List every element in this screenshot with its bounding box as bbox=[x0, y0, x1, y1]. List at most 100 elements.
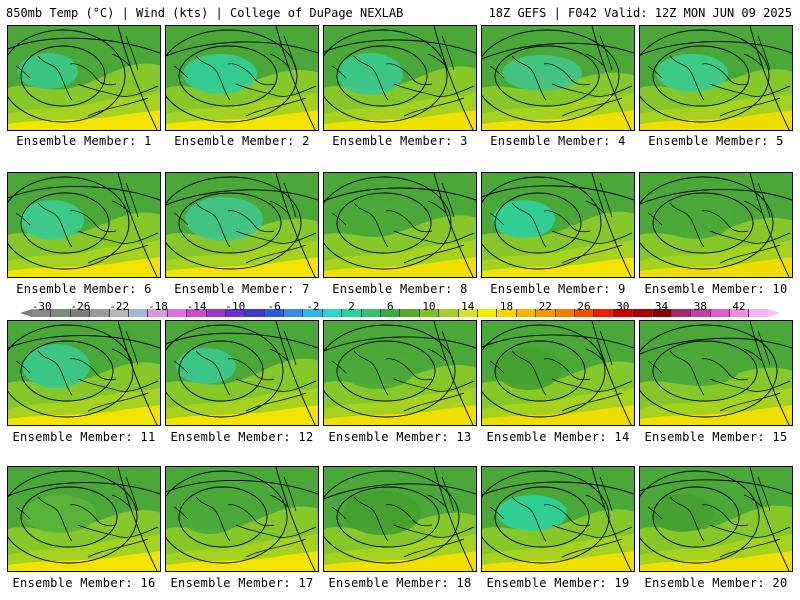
ensemble-panel-4 bbox=[481, 25, 635, 131]
colorbar-cell bbox=[516, 309, 537, 317]
colorbar-tick-label: -14 bbox=[186, 300, 207, 313]
temperature-field-map bbox=[482, 321, 634, 425]
colorbar-tick-label: -2 bbox=[306, 300, 320, 313]
colorbar-cell bbox=[652, 309, 672, 317]
temperature-field-map bbox=[8, 467, 160, 571]
ensemble-panel-12 bbox=[165, 320, 319, 426]
ensemble-panel-13 bbox=[323, 320, 477, 426]
ensemble-panel-caption: Ensemble Member: 5 bbox=[648, 134, 784, 148]
ensemble-panel-9 bbox=[481, 172, 635, 278]
temperature-field-map bbox=[324, 26, 476, 130]
ensemble-panel-5 bbox=[639, 25, 793, 131]
colorbar-cell bbox=[613, 309, 634, 317]
colorbar-cell bbox=[419, 309, 440, 317]
colorbar-cell bbox=[303, 309, 323, 317]
colorbar-cell bbox=[322, 309, 343, 317]
temperature-colorbar: -30 -26 -22 -18 -14 -10 -6 -2 2 6 10 14 18 22 26 30 34 38… bbox=[10, 300, 790, 322]
temperature-field-map bbox=[8, 26, 160, 130]
temperature-field-map bbox=[324, 321, 476, 425]
ensemble-panel-caption: Ensemble Member: 3 bbox=[332, 134, 468, 148]
colorbar-cell bbox=[90, 309, 110, 317]
colorbar-strip bbox=[32, 309, 768, 317]
colorbar-cell bbox=[633, 309, 653, 317]
ensemble-panel-caption: Ensemble Member: 14 bbox=[486, 430, 630, 444]
header: 850mb Temp (°C) | Wind (kts) | College o… bbox=[0, 3, 800, 23]
temperature-field-map bbox=[482, 467, 634, 571]
temperature-field-map bbox=[640, 467, 792, 571]
ensemble-panel-caption: Ensemble Member: 6 bbox=[16, 282, 152, 296]
colorbar-cell bbox=[749, 309, 768, 317]
temperature-field-map bbox=[166, 467, 318, 571]
colorbar-cell bbox=[594, 309, 614, 317]
colorbar-tick-label: 34 bbox=[654, 300, 669, 313]
ensemble-panel-20 bbox=[639, 466, 793, 572]
ensemble-panel-caption: Ensemble Member: 11 bbox=[12, 430, 156, 444]
temperature-field-map bbox=[166, 321, 318, 425]
colorbar-tick-label: -26 bbox=[70, 300, 91, 313]
ensemble-panel-16 bbox=[7, 466, 161, 572]
colorbar-tick-label: 10 bbox=[422, 300, 436, 313]
colorbar-cell bbox=[109, 309, 129, 317]
ensemble-panel-6 bbox=[7, 172, 161, 278]
colorbar-cell bbox=[361, 309, 382, 317]
colorbar-cell bbox=[691, 309, 711, 317]
ensemble-panel-caption: Ensemble Member: 7 bbox=[174, 282, 310, 296]
colorbar-cell bbox=[555, 309, 575, 317]
colorbar-cell bbox=[730, 309, 750, 317]
ensemble-panel-caption: Ensemble Member: 17 bbox=[170, 576, 314, 590]
ensemble-panel-caption: Ensemble Member: 15 bbox=[644, 430, 788, 444]
colorbar-tick-label: -22 bbox=[109, 300, 130, 313]
temperature-field-map bbox=[324, 173, 476, 277]
colorbar-cell bbox=[439, 309, 459, 317]
colorbar-cell bbox=[342, 309, 362, 317]
ensemble-panel-caption: Ensemble Member: 9 bbox=[490, 282, 626, 296]
colorbar-tick-label: -30 bbox=[31, 300, 52, 313]
ensemble-panel-caption: Ensemble Member: 20 bbox=[644, 576, 788, 590]
ensemble-panel-19 bbox=[481, 466, 635, 572]
temperature-field-map bbox=[8, 173, 160, 277]
colorbar-tick-label: -6 bbox=[267, 300, 281, 313]
valid-time: 18Z GEFS | F042 Valid: 12Z MON JUN 09 20… bbox=[488, 6, 792, 20]
ensemble-panel-caption: Ensemble Member: 12 bbox=[170, 430, 314, 444]
temperature-field-map bbox=[166, 173, 318, 277]
colorbar-low-arrow bbox=[20, 309, 32, 317]
ensemble-panel-caption: Ensemble Member: 16 bbox=[12, 576, 156, 590]
colorbar-tick-label: 6 bbox=[387, 300, 394, 313]
colorbar-cell bbox=[381, 309, 401, 317]
colorbar-cell bbox=[245, 309, 265, 317]
colorbar-cell bbox=[458, 309, 478, 317]
ensemble-panel-8 bbox=[323, 172, 477, 278]
colorbar-cell bbox=[671, 309, 692, 317]
colorbar-high-arrow bbox=[768, 309, 780, 317]
temperature-field-map bbox=[482, 173, 634, 277]
colorbar-cell bbox=[51, 309, 71, 317]
ensemble-panel-2 bbox=[165, 25, 319, 131]
product-title: 850mb Temp (°C) | Wind (kts) | College o… bbox=[6, 6, 404, 20]
colorbar-cell bbox=[284, 309, 304, 317]
ensemble-panel-caption: Ensemble Member: 8 bbox=[332, 282, 468, 296]
ensemble-panel-caption: Ensemble Member: 2 bbox=[174, 134, 310, 148]
ensemble-panel-caption: Ensemble Member: 13 bbox=[328, 430, 472, 444]
colorbar-tick-label: 26 bbox=[577, 300, 591, 313]
temperature-field-map bbox=[640, 26, 792, 130]
ensemble-panel-caption: Ensemble Member: 18 bbox=[328, 576, 472, 590]
colorbar-tick-label: 42 bbox=[732, 300, 746, 313]
ensemble-panel-11 bbox=[7, 320, 161, 426]
colorbar-tick-label: 30 bbox=[616, 300, 630, 313]
colorbar-tick-label: 18 bbox=[499, 300, 514, 313]
temperature-field-map bbox=[324, 467, 476, 571]
ensemble-panel-caption: Ensemble Member: 10 bbox=[644, 282, 788, 296]
colorbar-tick-label: -10 bbox=[225, 300, 246, 313]
colorbar-cell bbox=[148, 309, 168, 317]
ensemble-panel-caption: Ensemble Member: 4 bbox=[490, 134, 626, 148]
colorbar-cell bbox=[32, 309, 52, 317]
temperature-field-map bbox=[166, 26, 318, 130]
colorbar-tick-label: 2 bbox=[348, 300, 355, 313]
temperature-field-map bbox=[640, 173, 792, 277]
colorbar-cell bbox=[477, 309, 498, 317]
ensemble-panel-caption: Ensemble Member: 19 bbox=[486, 576, 630, 590]
colorbar-cell bbox=[536, 309, 556, 317]
colorbar-cell bbox=[710, 309, 731, 317]
colorbar-cell bbox=[264, 309, 285, 317]
temperature-field-map bbox=[8, 321, 160, 425]
